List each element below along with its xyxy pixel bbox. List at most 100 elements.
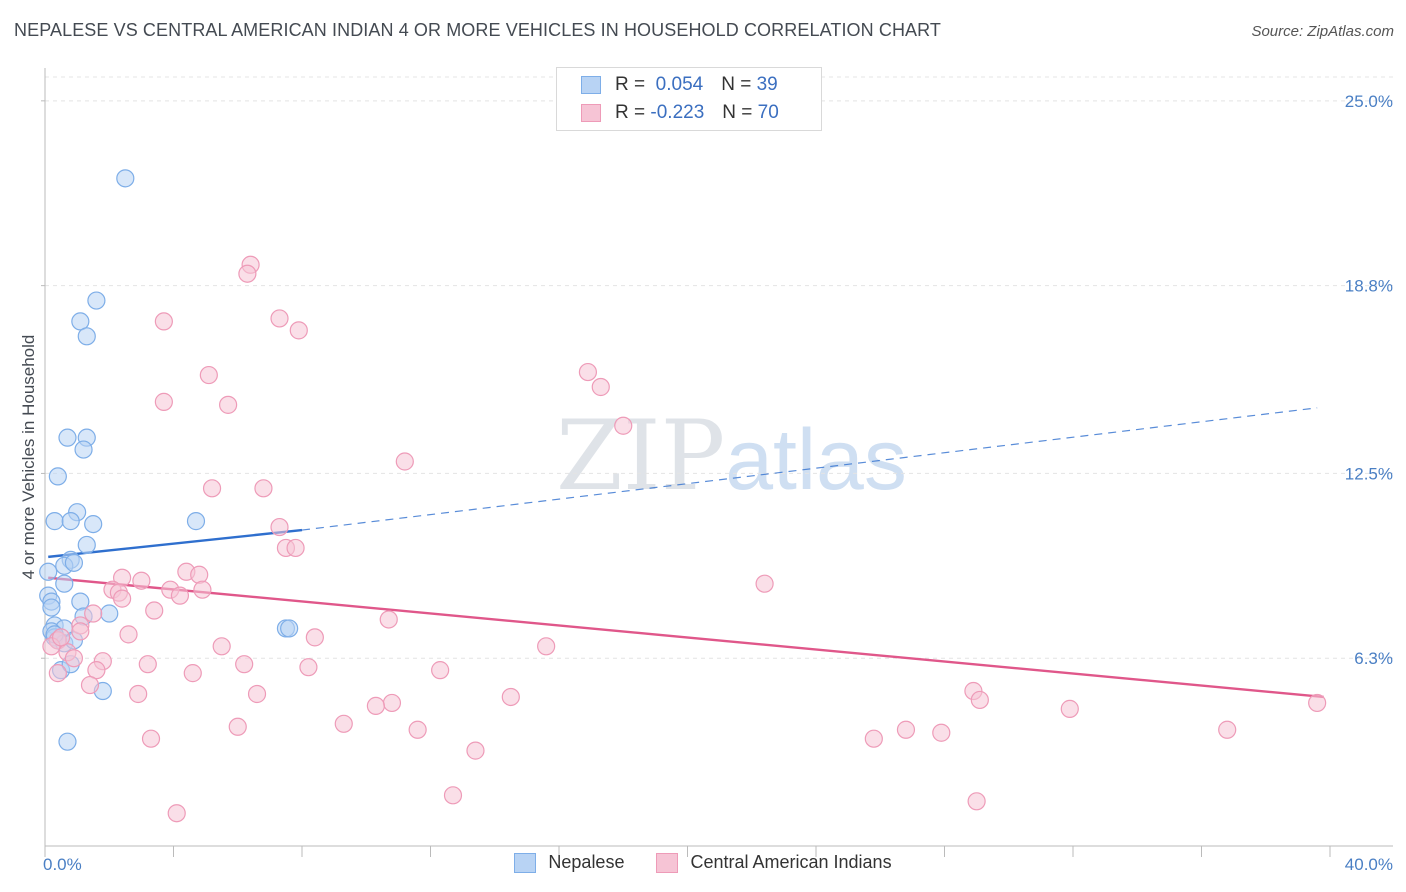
data-point [970, 690, 989, 710]
data-point [45, 512, 64, 531]
data-point [80, 675, 100, 695]
data-point [286, 538, 305, 558]
data-point [238, 264, 257, 283]
data-point [84, 604, 103, 623]
series-legend-nepalese[interactable]: Nepalese [514, 852, 624, 873]
data-point [202, 479, 222, 498]
data-point [431, 661, 450, 680]
data-point [289, 321, 308, 340]
legend-r-label: R = [615, 74, 646, 95]
data-point [190, 565, 209, 584]
data-point [501, 687, 520, 707]
data-point [138, 655, 157, 674]
data-point [48, 467, 67, 486]
data-point [932, 723, 951, 742]
data-point [967, 792, 986, 811]
data-point [145, 601, 164, 620]
data-point [254, 479, 273, 498]
data-point [382, 693, 402, 713]
legend-n-label: N = [722, 102, 753, 123]
data-point [42, 598, 61, 617]
x-tick-label: 40.0% [1345, 855, 1393, 874]
y-tick-label: 18.8% [1345, 277, 1393, 296]
legend-n-label: N = [721, 74, 752, 95]
legend-r-value: -0.223 [650, 102, 705, 123]
data-point [578, 362, 598, 382]
data-point [119, 625, 138, 644]
data-point [755, 574, 774, 593]
data-point [58, 732, 77, 751]
legend-n-value: 70 [757, 102, 779, 123]
data-point [193, 580, 212, 599]
legend-r-value: 0.054 [655, 74, 704, 95]
data-point [129, 684, 148, 704]
data-point [64, 649, 84, 668]
series-label-nepalese: Nepalese [548, 852, 625, 872]
series-legend-central-american-indians[interactable]: Central American Indians [656, 852, 892, 873]
data-point [77, 535, 96, 555]
series-swatch-central-american-indians [656, 852, 679, 873]
data-point [219, 395, 238, 414]
stats-legend: R = 0.054 N = 39 R = -0.223 N = 70 [556, 67, 822, 131]
data-point [199, 365, 218, 385]
series-legend: Nepalese Central American Indians [0, 852, 1406, 873]
data-point [77, 327, 96, 346]
y-tick-label: 25.0% [1345, 92, 1393, 111]
data-point [864, 729, 883, 748]
axes [41, 68, 1393, 857]
data-point [395, 452, 414, 471]
data-point [247, 684, 267, 704]
data-point [366, 696, 385, 716]
data-point [591, 377, 610, 397]
legend-row-nepalese: R = 0.054 N = 39 [581, 72, 778, 98]
data-point [270, 517, 289, 537]
data-point [614, 416, 633, 435]
data-point [1218, 720, 1237, 739]
y-tick-label: 12.5% [1345, 464, 1393, 483]
data-point [235, 655, 254, 674]
data-point [443, 786, 463, 805]
data-point [280, 619, 299, 638]
data-point [537, 637, 556, 656]
data-point [74, 440, 93, 459]
trend-lines [48, 407, 1324, 699]
gridlines [45, 76, 1393, 659]
data-point [71, 592, 90, 611]
legend-swatch-central-american-indians [581, 104, 601, 122]
data-point [212, 637, 231, 656]
data-point [71, 622, 90, 641]
data-point [167, 804, 186, 823]
y-axis-label: 4 or more Vehicles in Household [19, 335, 38, 580]
legend-row-central-american-indians: R = -0.223 N = 70 [581, 100, 779, 126]
legend-swatch-nepalese [581, 76, 601, 94]
data-point [64, 553, 84, 572]
data-point [48, 664, 67, 683]
data-point [334, 714, 353, 733]
trend-line [48, 576, 1324, 699]
x-tick-label: 0.0% [43, 855, 82, 874]
data-point [170, 586, 190, 605]
data-point [154, 392, 173, 411]
data-point [186, 512, 206, 531]
data-point [228, 717, 247, 736]
y-tick-label: 6.3% [1354, 649, 1393, 668]
data-point [1060, 699, 1079, 718]
trend-line-extension [301, 407, 1318, 531]
data-point [408, 720, 427, 739]
data-point [55, 574, 74, 593]
data-point [305, 628, 324, 647]
data-point [87, 291, 106, 310]
data-point [896, 720, 916, 739]
data-point [100, 604, 119, 623]
data-point [112, 589, 132, 608]
data-point [379, 610, 398, 629]
data-point [116, 169, 135, 188]
series-label-central-american-indians: Central American Indians [690, 852, 892, 872]
tick-labels: 6.3% 12.5% 18.8% 25.0% 0.0% 40.0% [43, 92, 1393, 874]
data-point [39, 562, 58, 581]
legend-r-label: R = [615, 102, 646, 123]
data-point [141, 729, 161, 748]
data-point [84, 514, 103, 534]
chart-title: NEPALESE VS CENTRAL AMERICAN INDIAN 4 OR… [14, 20, 942, 40]
